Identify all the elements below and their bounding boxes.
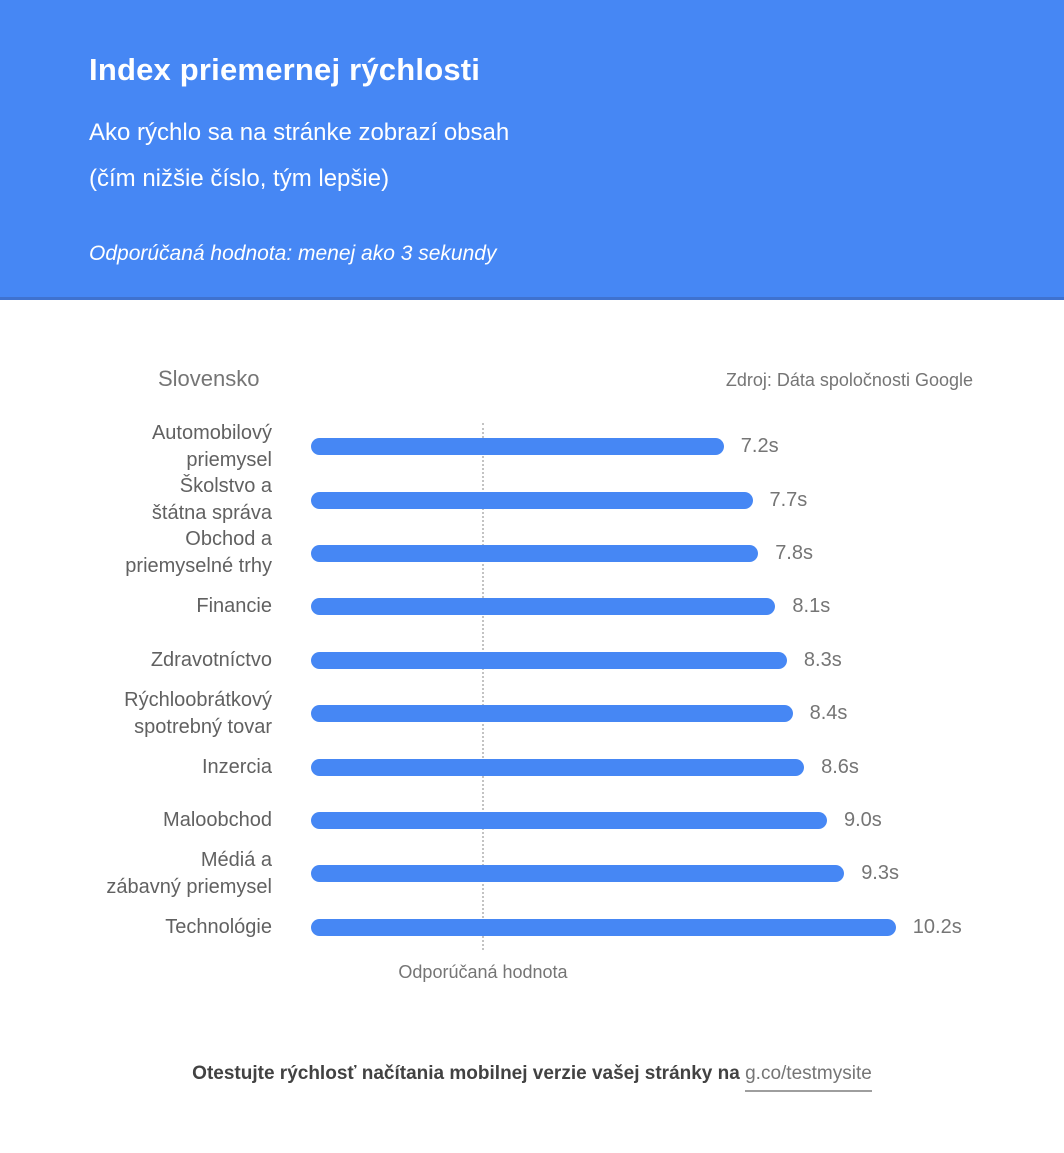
chart-row: Automobilový priemysel 7.2s [0,420,1064,473]
bar [311,651,787,669]
category-label: Médiá a zábavný priemysel [106,848,272,898]
bar [311,544,759,562]
recommended-note: Odporúčaná hodnota: menej ako 3 sekundy [89,242,497,265]
chart-row: Technológie 10.2s [0,901,1064,954]
footer-text: Otestujte rýchlosť načítania mobilnej ve… [192,1063,740,1084]
chart-row: Financie 8.1s [0,580,1064,633]
category-label: Automobilový priemysel [151,421,272,471]
subtitle-line-1: Ako rýchlo sa na stránke zobrazí obsah [89,119,510,146]
bar [311,598,776,616]
value-label: 10.2s [912,915,962,938]
value-label: 7.7s [769,488,808,511]
value-label: 9.0s [844,808,882,831]
bar-chart: Automobilový priemysel 7.2s Školstvo a štátn… [0,420,1064,954]
category-label: Technológie [165,915,272,938]
category-label: Školstvo a štátna správa [151,475,272,525]
testmysite-link[interactable]: g.co/testmysite [745,1063,872,1092]
bar [311,705,793,723]
value-label: 7.2s [740,435,779,458]
bar [311,811,827,829]
chart-header: Slovensko Zdroj: Dáta spoločnosti Google [158,366,973,392]
value-label: 8.1s [792,595,831,618]
bar [311,865,845,883]
recommended-value-line [482,423,484,950]
chart-row: Obchod a priemyselné trhy 7.8s [0,527,1064,580]
bar [311,758,805,776]
category-label: Rýchloobrátkový spotrebný tovar [124,688,272,738]
category-label: Financie [196,595,272,618]
bar [311,438,724,456]
subtitle-line-2: (čím nižšie číslo, tým lepšie) [89,165,390,192]
chart-row: Zdravotníctvo 8.3s [0,634,1064,687]
chart-row: Rýchloobrátkový spotrebný tovar 8.4s [0,687,1064,740]
category-label: Obchod a priemyselné trhy [125,528,272,578]
value-label: 8.4s [809,702,848,725]
category-label: Zdravotníctvo [150,648,272,671]
chart-row: Školstvo a štátna správa 7.7s [0,473,1064,526]
bar [311,918,896,936]
category-label: Maloobchod [163,808,272,831]
value-label: 7.8s [775,541,813,564]
value-label: 8.3s [803,648,842,671]
value-label: 9.3s [861,862,899,885]
chart-row: Maloobchod 9.0s [0,794,1064,847]
header-banner: Index priemernej rýchlosti Ako rýchlo sa… [0,0,1064,300]
chart-row: Médiá a zábavný priemysel 9.3s [0,847,1064,900]
value-label: 8.6s [821,755,859,778]
category-label: Inzercia [201,755,272,778]
reference-line-label: Odporúčaná hodnota [398,962,568,982]
page-title: Index priemernej rýchlosti [89,52,481,87]
country-label: Slovensko [158,366,260,391]
chart-row: Inzercia 8.6s [0,740,1064,793]
bar [311,491,753,509]
footer: Otestujte rýchlosť načítania mobilnej ve… [0,1063,1064,1092]
source-label: Zdroj: Dáta spoločnosti Google [725,370,973,390]
